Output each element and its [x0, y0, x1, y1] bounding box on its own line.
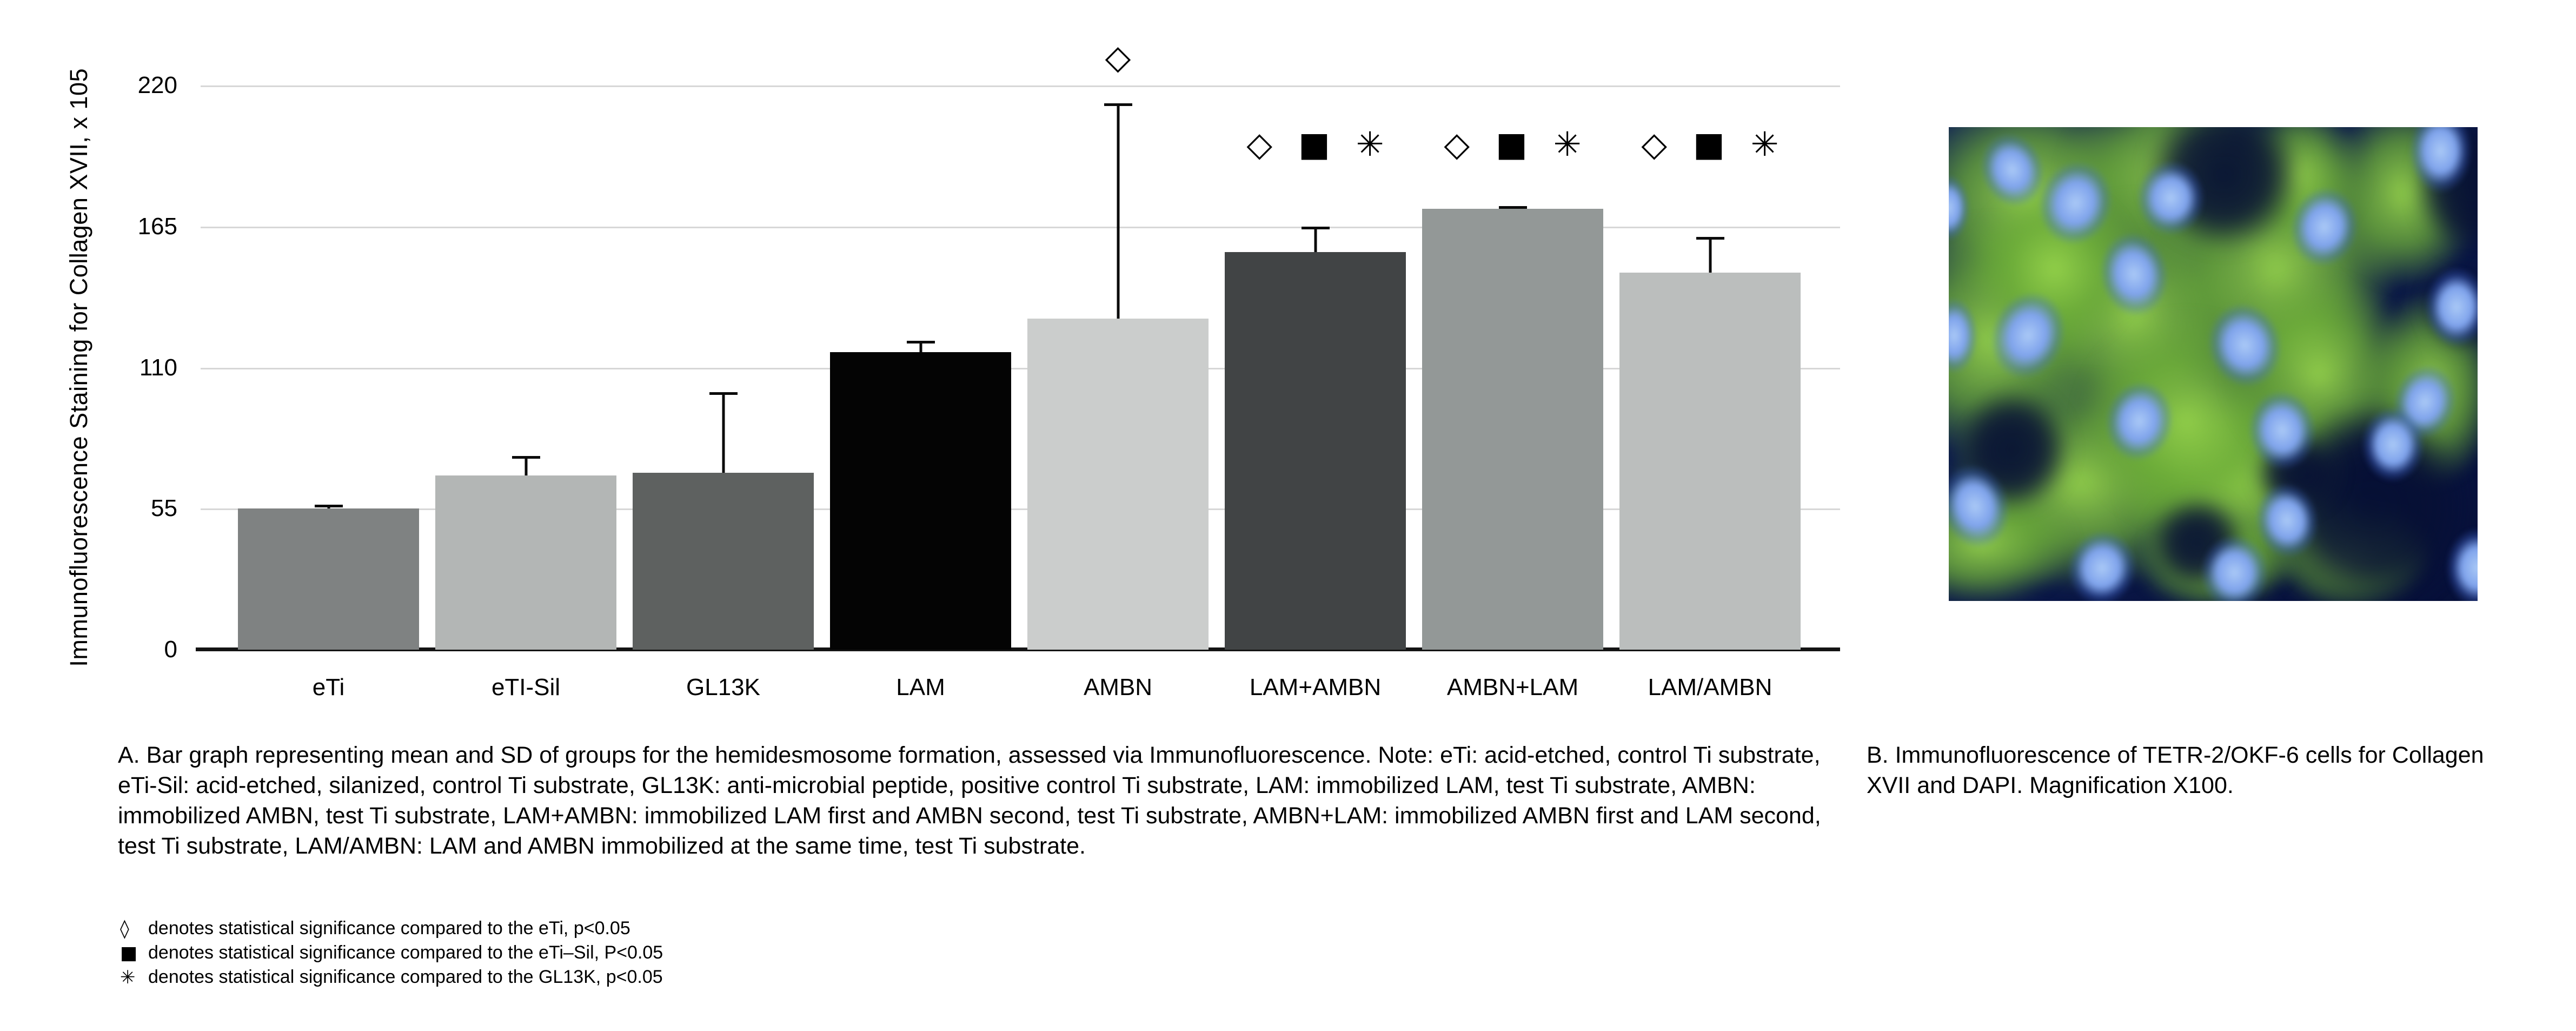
- cell-nucleus: [2425, 267, 2478, 348]
- bar-slot-eTi: eTi: [230, 85, 427, 700]
- cell-nucleus: [2408, 127, 2473, 194]
- bar-slot-AMBN: AMBN ◇: [1019, 40, 1217, 700]
- x-axis-label-LAM/AMBN: LAM/AMBN: [1648, 674, 1772, 700]
- bar-slot-LAM: LAM: [822, 85, 1019, 700]
- x-axis-label-AMBN: AMBN: [1083, 674, 1153, 700]
- gridline-110: [201, 367, 1840, 369]
- bar-slot-LAM+AMBN: LAM+AMBN ◇ ■ ✳: [1217, 85, 1414, 700]
- asterisk-icon: ✳: [1553, 124, 1582, 164]
- gridline-165: [201, 226, 1840, 228]
- bar-eTI-Sil: [435, 475, 617, 650]
- error-bar-cap-LAM/AMBN: [1696, 236, 1724, 240]
- legend-item-text: denotes statistical significance compare…: [148, 918, 630, 939]
- x-axis-label-AMBN+LAM: AMBN+LAM: [1446, 674, 1579, 700]
- error-bar-cap-GL13K: [709, 392, 738, 395]
- error-bar-LAM/AMBN: [1709, 236, 1711, 273]
- x-axis-line: [196, 647, 1840, 651]
- bar-GL13K: [632, 472, 814, 650]
- diamond-icon: ◇: [1444, 124, 1470, 164]
- significance-marks-LAM+AMBN: ◇ ■ ✳: [1246, 128, 1384, 161]
- diamond-icon: ◇: [1641, 124, 1668, 164]
- significance-legend: ◊ denotes statistical significance compar…: [120, 916, 663, 989]
- y-tick-label-55: 55: [151, 495, 177, 522]
- x-axis-label-eTi: eTi: [312, 674, 345, 700]
- square-icon: ■: [1693, 124, 1725, 164]
- bar-LAM/AMBN: [1619, 273, 1801, 650]
- y-axis-ticks: 0 55 110 165 220: [54, 74, 177, 662]
- error-bar-LAM+AMBN: [1314, 226, 1317, 253]
- gridline-55: [201, 508, 1840, 511]
- error-bar-eTI-Sil: [525, 456, 527, 475]
- diamond-icon: ◊: [120, 917, 129, 940]
- bar-AMBN: [1027, 319, 1209, 650]
- y-tick-label-220: 220: [137, 72, 177, 98]
- y-tick-label-110: 110: [139, 354, 177, 381]
- error-bar-LAM: [919, 340, 922, 353]
- legend-item: ✳ denotes statistical significance compar…: [120, 965, 663, 989]
- panel-a-caption: A. Bar graph representing mean and SD of…: [118, 742, 1821, 859]
- diamond-icon: ◇: [1105, 37, 1131, 77]
- bar-slot-AMBN+LAM: AMBN+LAM ◇ ■ ✳: [1414, 85, 1611, 700]
- error-bar-AMBN: [1117, 103, 1119, 319]
- significance-marks-AMBN+LAM: ◇ ■ ✳: [1444, 128, 1581, 161]
- x-axis-label-LAM+AMBN: LAM+AMBN: [1249, 674, 1382, 700]
- cell-nucleus: [2136, 160, 2206, 236]
- legend-item-text: denotes statistical significance compare…: [148, 967, 663, 987]
- error-bar-cap-LAM+AMBN: [1301, 226, 1330, 229]
- significance-marks-AMBN: ◇: [1105, 37, 1131, 77]
- bar-slot-eTI-Sil: eTI-Sil: [427, 85, 625, 700]
- asterisk-icon: ✳: [120, 966, 136, 988]
- significance-marks-LAM/AMBN: ◇ ■ ✳: [1641, 128, 1778, 161]
- diamond-icon: ◇: [1246, 124, 1273, 164]
- x-axis-label-eTI-Sil: eTI-Sil: [491, 674, 561, 700]
- error-bar-cap-AMBN: [1104, 103, 1132, 107]
- panel-b-caption: B. Immunofluorescence of TETR-2/OKF-6 ce…: [1867, 742, 2484, 798]
- legend-item-text: denotes statistical significance compare…: [148, 942, 663, 963]
- bar-eTi: [237, 508, 420, 650]
- error-bar-GL13K: [722, 392, 725, 473]
- bar-LAM: [829, 352, 1012, 650]
- square-icon: ■: [120, 942, 138, 964]
- legend-item: ◊ denotes statistical significance compar…: [120, 916, 663, 941]
- x-axis-label-GL13K: GL13K: [686, 674, 760, 700]
- error-bar-cap-eTi: [314, 505, 343, 508]
- cell-nucleus: [2200, 534, 2269, 601]
- error-bar-cap-LAM: [906, 340, 935, 343]
- error-bar-cap-eTI-Sil: [512, 456, 540, 459]
- cell-nucleus: [2361, 406, 2425, 483]
- square-icon: ■: [1298, 124, 1330, 164]
- legend-item: ■ denotes statistical significance compar…: [120, 941, 663, 965]
- y-tick-label-0: 0: [164, 636, 177, 663]
- bar-slot-GL13K: GL13K: [625, 85, 822, 700]
- error-bar-cap-AMBN+LAM: [1498, 206, 1527, 209]
- bar-AMBN+LAM: [1422, 208, 1604, 650]
- bar-slot-LAM/AMBN: LAM/AMBN ◇ ■ ✳: [1611, 85, 1809, 700]
- asterisk-icon: ✳: [1750, 124, 1779, 164]
- x-axis-label-LAM: LAM: [896, 674, 945, 700]
- gridline-220: [201, 85, 1840, 87]
- bar-LAM+AMBN: [1224, 252, 1406, 650]
- bar-chart-plot-area: eTi eTI-Sil GL13K LAM AMBN ◇ LAM+AMBN ◇ ■ ✳ AMBN+L…: [196, 40, 1840, 700]
- square-icon: ■: [1496, 124, 1528, 164]
- fluorescence-micrograph: [1949, 127, 2478, 601]
- asterisk-icon: ✳: [1356, 124, 1384, 164]
- bar-slots: eTi eTI-Sil GL13K LAM AMBN ◇ LAM+AMBN ◇ ■ ✳ AMBN+L…: [230, 40, 1809, 700]
- y-tick-label-165: 165: [137, 213, 177, 240]
